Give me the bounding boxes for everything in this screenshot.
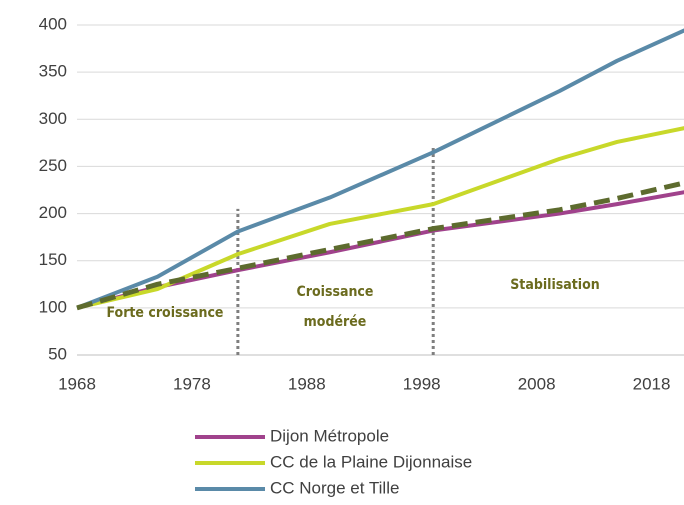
x-tick-label: 1988 [288,374,326,393]
y-tick-label: 300 [39,109,67,128]
legend-label: CC Norge et Tille [270,478,399,497]
annotation: modérée [304,314,367,330]
annotation: Croissance [297,284,374,300]
x-tick-label: 2018 [633,374,671,393]
x-tick-label: 1978 [173,374,211,393]
y-tick-label: 200 [39,203,67,222]
x-tick-label: 2008 [518,374,556,393]
y-tick-label: 100 [39,297,67,316]
legend-label: CC de la Plaine Dijonnaise [270,452,472,471]
x-tick-label: 1998 [403,374,441,393]
annotation: Forte croissance [107,305,224,321]
y-tick-label: 250 [39,156,67,175]
annotation: Stabilisation [510,277,600,293]
y-tick-label: 350 [39,62,67,81]
series-line [76,180,684,311]
y-tick-label: 50 [48,344,67,363]
legend-label: Dijon Métropole [270,426,389,445]
series-line [76,28,684,310]
y-tick-label: 400 [39,14,67,33]
y-tick-label: 150 [39,250,67,269]
x-tick-label: 1968 [58,374,96,393]
